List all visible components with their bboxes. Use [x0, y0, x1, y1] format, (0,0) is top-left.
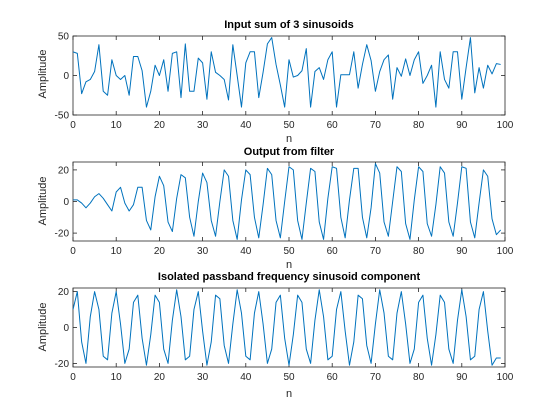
x-tick-label: 90: [456, 246, 468, 257]
y-tick-label: 0: [63, 323, 69, 334]
subplot-2-ylabel: Amplitude: [37, 177, 49, 226]
y-tick-label: 0: [63, 71, 69, 82]
subplot-1-xlabel: n: [286, 133, 292, 145]
y-tick-label: -20: [55, 359, 70, 370]
subplot-1-title: Input sum of 3 sinusoids: [224, 19, 354, 31]
x-tick-label: 50: [283, 246, 295, 257]
x-tick-label: 80: [413, 120, 425, 131]
x-tick-label: 70: [370, 246, 382, 257]
subplot-3-series-line: [73, 289, 501, 366]
subplot-2-xlabel: n: [286, 259, 292, 271]
x-tick-label: 40: [240, 120, 252, 131]
x-tick-label: 20: [154, 372, 166, 383]
x-tick-label: 0: [70, 372, 76, 383]
x-tick-label: 30: [197, 246, 209, 257]
y-tick-label: -50: [55, 111, 70, 122]
x-tick-label: 10: [111, 120, 123, 131]
subplot-3-title: Isolated passband frequency sinusoid com…: [158, 271, 421, 283]
x-tick-label: 10: [111, 372, 123, 383]
x-tick-label: 30: [197, 372, 209, 383]
subplot-1-ylabel: Amplitude: [37, 50, 49, 99]
subplot-1-axes-box: [72, 35, 506, 116]
x-tick-label: 50: [283, 120, 295, 131]
subplot-2-series-line: [73, 163, 502, 240]
x-tick-label: 30: [197, 120, 209, 131]
x-tick-label: 100: [497, 120, 514, 131]
x-tick-label: 60: [327, 246, 339, 257]
y-tick-label: 20: [58, 287, 70, 298]
subplot-3: Isolated passband frequency sinusoid com…: [37, 271, 514, 400]
subplot-3-ylabel: Amplitude: [37, 303, 49, 352]
x-tick-label: 60: [327, 372, 339, 383]
y-tick-label: 0: [63, 197, 69, 208]
y-tick-label: 20: [58, 165, 70, 176]
x-tick-label: 80: [413, 246, 425, 257]
subplot-2: Output from filter Amplitude n 0 10 20 30 40…: [37, 146, 514, 271]
x-tick-label: 50: [283, 372, 295, 383]
x-tick-label: 100: [497, 246, 514, 257]
subplot-3-xlabel: n: [286, 388, 292, 400]
x-tick-label: 40: [240, 246, 252, 257]
x-tick-label: 0: [70, 246, 76, 257]
y-tick-label: 50: [58, 32, 70, 43]
x-tick-label: 40: [240, 372, 252, 383]
subplot-1-series-line: [73, 37, 501, 108]
subplot-2-axes-box: [72, 161, 506, 242]
x-tick-label: 80: [413, 372, 425, 383]
x-tick-label: 10: [111, 246, 123, 257]
x-tick-label: 90: [456, 120, 468, 131]
x-tick-label: 60: [327, 120, 339, 131]
subplot-1: Input sum of 3 sinusoids Amplitude n 0 10…: [37, 19, 514, 145]
x-tick-label: 20: [154, 246, 166, 257]
x-tick-label: 70: [370, 372, 382, 383]
y-tick-label: -20: [55, 229, 70, 240]
x-tick-label: 90: [456, 372, 468, 383]
subplot-2-title: Output from filter: [244, 146, 335, 158]
x-tick-label: 0: [70, 120, 76, 131]
x-tick-label: 20: [154, 120, 166, 131]
x-tick-label: 100: [497, 372, 514, 383]
x-tick-label: 70: [370, 120, 382, 131]
